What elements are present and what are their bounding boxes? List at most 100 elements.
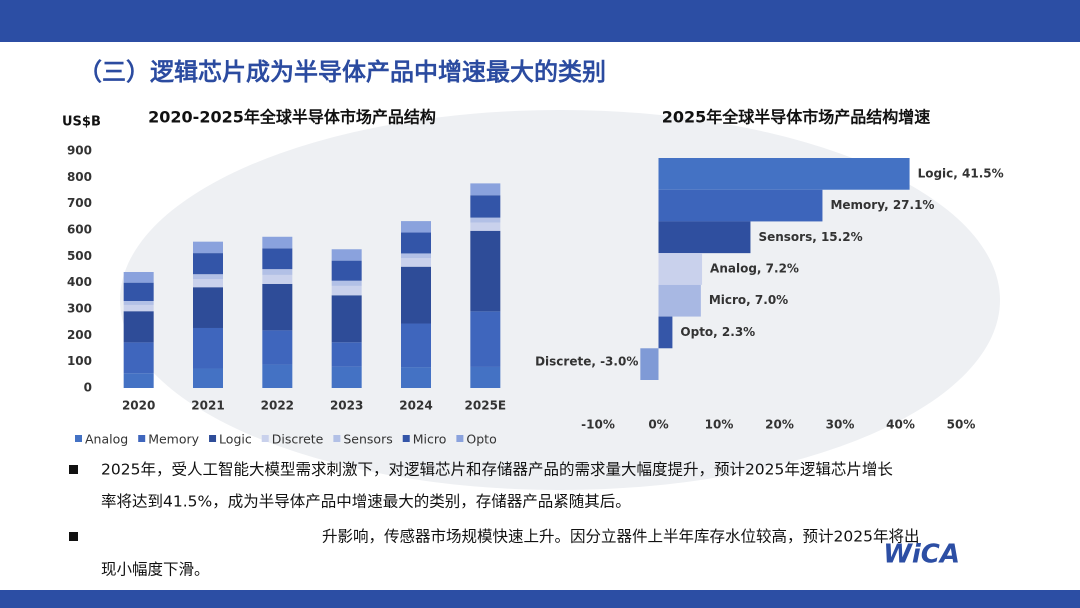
bar-segment — [123, 272, 154, 283]
bar-segment — [123, 342, 154, 374]
bar-segment — [401, 266, 431, 324]
legend-swatch — [75, 435, 82, 442]
x-tick-label: 0% — [648, 418, 668, 432]
bar-segment — [470, 311, 501, 367]
bar-segment — [470, 217, 501, 223]
bar — [658, 221, 751, 254]
x-tick-label: 50% — [947, 418, 976, 432]
bar — [658, 284, 701, 317]
bullet-text: 率将达到41.5%，成为半导体产品中增速最大的类别，存储器产品紧随其后。 — [101, 493, 631, 511]
legend-swatch — [402, 435, 410, 442]
y-axis-label: US$B — [62, 115, 101, 130]
bar-segment — [193, 327, 223, 369]
bar-segment — [193, 279, 223, 288]
bar-segment — [401, 258, 431, 267]
bar-segment — [123, 304, 154, 312]
y-tick-label: 900 — [67, 144, 92, 158]
bar-segment — [331, 342, 362, 367]
x-tick-label: 30% — [826, 418, 855, 432]
bar-segment — [331, 249, 362, 261]
bullet-text: 现小幅度下滑。 — [101, 561, 210, 579]
bar-segment — [331, 366, 362, 388]
bullet-marker — [69, 465, 78, 474]
bar-segment — [123, 373, 154, 388]
bar-segment — [193, 241, 223, 254]
bullet-marker — [69, 532, 78, 541]
bar-segment — [470, 230, 501, 312]
data-label: Opto, 2.3% — [680, 325, 755, 339]
x-tick-label: 20% — [765, 418, 794, 432]
bar — [658, 158, 910, 190]
x-tick-label: 2022 — [261, 399, 294, 413]
bar-segment — [262, 274, 293, 284]
x-tick-label: 2023 — [330, 399, 363, 413]
bar-segment — [193, 253, 223, 275]
bar — [640, 348, 659, 380]
y-tick-label: 100 — [67, 354, 92, 368]
bullet-text: 升影响，传感器市场规模快速上升。因分立器件上半年库存水位较高，预计2025年将出 — [322, 528, 919, 546]
chart-title: 2025年全球半导体市场产品结构增速 — [662, 108, 931, 127]
bar-segment — [331, 285, 362, 296]
slide-title: （三）逻辑芯片成为半导体产品中增速最大的类别 — [78, 58, 606, 86]
legend-swatch — [333, 435, 341, 442]
bar-segment — [470, 222, 501, 231]
bar-segment — [401, 367, 431, 388]
bottom-band — [0, 590, 1080, 608]
data-label: Micro, 7.0% — [709, 293, 788, 307]
x-tick-label: 2025E — [465, 399, 507, 413]
data-label: Sensors, 15.2% — [758, 230, 862, 244]
data-label: Memory, 27.1% — [830, 198, 934, 212]
bar-segment — [331, 280, 362, 286]
legend-label: Sensors — [343, 432, 392, 447]
bar-segment — [470, 366, 501, 388]
y-tick-label: 500 — [67, 249, 92, 263]
bullet-text: 2025年，受人工智能大模型需求刺激下，对逻辑芯片和存储器产品的需求量大幅度提升… — [101, 461, 893, 479]
bar-segment — [193, 287, 223, 328]
chart-title: 2020-2025年全球半导体市场产品结构 — [148, 108, 436, 127]
bar-segment — [123, 311, 154, 343]
top-band — [0, 0, 1080, 42]
bar-segment — [401, 232, 431, 254]
y-tick-label: 700 — [67, 196, 92, 210]
bar-segment — [401, 221, 431, 233]
x-tick-label: 2020 — [122, 399, 155, 413]
logo: WiCA — [883, 540, 960, 570]
x-tick-label: -10% — [581, 418, 615, 432]
bar-segment — [470, 183, 501, 196]
bar-segment — [262, 364, 293, 388]
bar-segment — [401, 323, 431, 368]
bar-segment — [331, 295, 362, 343]
x-tick-label: 2021 — [191, 399, 224, 413]
bar-segment — [331, 260, 362, 281]
y-tick-label: 600 — [67, 223, 92, 237]
bar-segment — [470, 195, 501, 218]
legend-swatch — [209, 435, 217, 442]
data-label: Analog, 7.2% — [710, 262, 799, 276]
legend-label: Logic — [219, 432, 252, 447]
legend-label: Discrete — [272, 432, 324, 447]
legend-label: Opto — [466, 432, 496, 447]
legend-label: Memory — [148, 432, 199, 447]
bar — [658, 253, 703, 285]
y-tick-label: 0 — [84, 381, 92, 395]
bar-segment — [193, 368, 223, 388]
bar — [658, 189, 823, 222]
x-tick-label: 40% — [886, 418, 915, 432]
data-label: Logic, 41.5% — [918, 166, 1004, 180]
legend-swatch — [456, 435, 464, 442]
bar-segment — [193, 274, 223, 280]
bar-segment — [262, 330, 293, 365]
legend-swatch — [138, 435, 146, 442]
y-tick-label: 800 — [67, 170, 92, 184]
x-tick-label: 2024 — [399, 399, 432, 413]
bar-segment — [262, 283, 293, 331]
bar-segment — [123, 300, 154, 305]
x-tick-label: 10% — [705, 418, 734, 432]
y-tick-label: 300 — [67, 302, 92, 316]
bar — [658, 316, 673, 349]
legend-label: Micro — [413, 432, 447, 447]
legend-swatch — [261, 435, 269, 442]
y-tick-label: 400 — [67, 275, 92, 289]
data-label: Discrete, -3.0% — [535, 355, 638, 369]
